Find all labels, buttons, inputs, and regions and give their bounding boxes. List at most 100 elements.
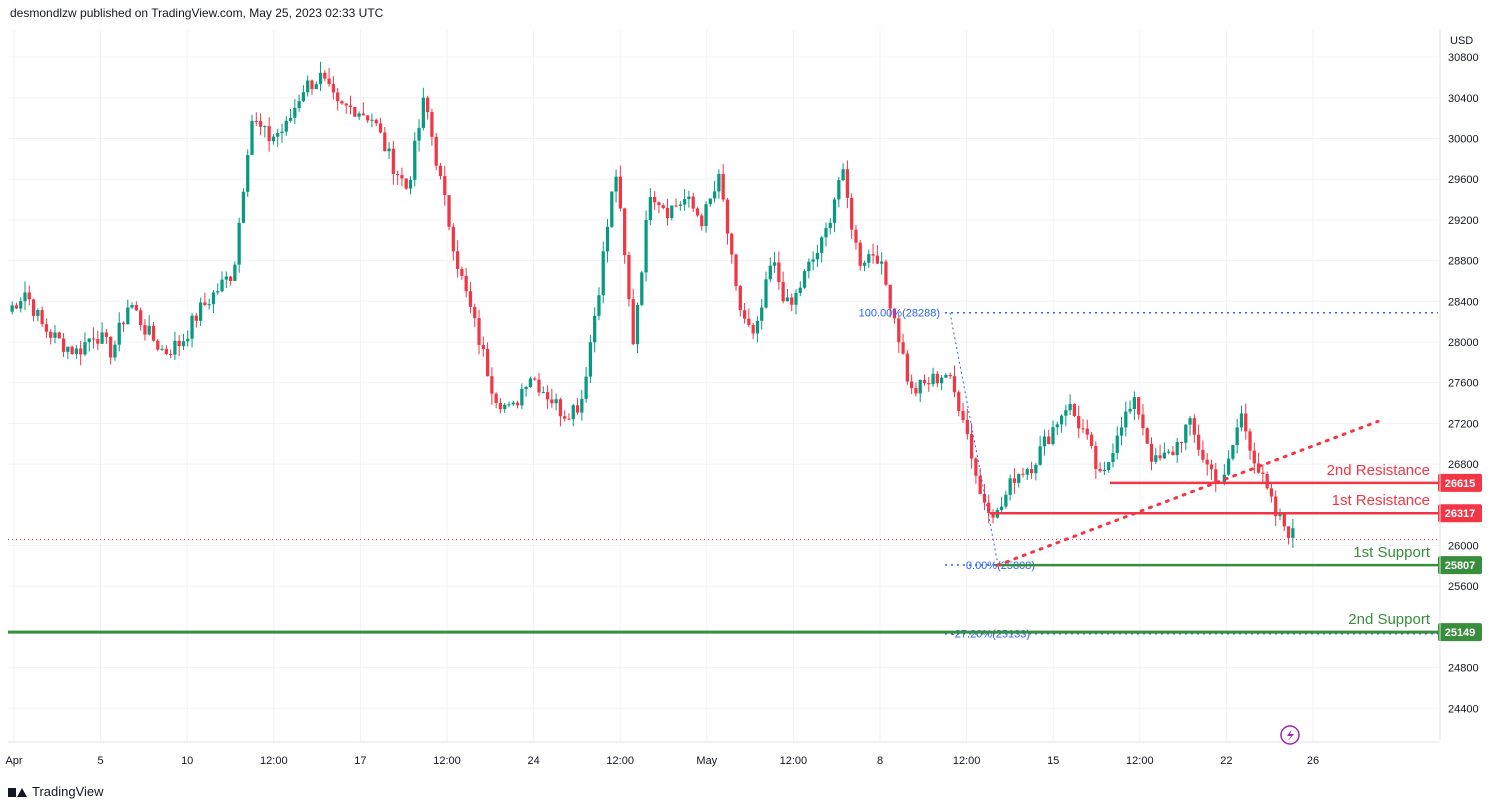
candle-body [571,405,575,420]
price-axis[interactable]: 24400 24800 25600 26000 26800 27200 27600 28000… [1439,30,1479,740]
candle-body [503,404,507,410]
candle-body [742,310,747,319]
candle-body [370,119,374,121]
candle-body [927,383,931,385]
candle-body [550,399,554,404]
candle-body [267,126,271,142]
candle-body [824,228,828,238]
candle-body [931,373,935,385]
candle-body [640,272,644,305]
price-tick-label: 30400 [1448,93,1479,105]
candle-body [1226,458,1231,475]
candle-body [44,324,49,332]
candle-body [511,402,515,405]
candle-body [1137,397,1141,415]
candle-body [391,148,395,174]
candle-body [1094,446,1098,469]
time-tick-label: 12:00 [606,755,634,767]
candle-body [597,295,601,316]
candle-body [1111,452,1115,463]
candle-body [160,348,164,350]
candle-body [143,325,147,335]
candle-body [61,338,66,352]
candle-body [361,113,366,116]
candle-body [353,106,357,117]
price-tag [1438,504,1482,523]
candle-body [820,237,824,253]
candle-body [1231,445,1235,459]
candle-body [563,416,567,419]
candle-body [1256,463,1261,473]
candle-body [837,180,841,200]
candle-body [1265,473,1269,489]
candle-body [798,287,802,293]
candle-body [965,419,969,435]
price-tag-label: 26317 [1445,508,1476,520]
candle-body [1098,468,1102,472]
candle-body [1081,428,1085,430]
candle-body [443,176,447,196]
price-tick-label: 30000 [1448,134,1479,146]
candle-body [168,353,173,355]
candle-body [366,115,370,121]
candle-body [1077,416,1081,429]
price-tag-label: 26615 [1445,478,1476,490]
candle-body [1128,409,1132,412]
candle-body [601,251,605,296]
candle-body [233,264,237,281]
candle-body [1012,478,1017,483]
candle-body [1119,427,1124,436]
candle-body [220,279,224,292]
bolt-icon[interactable] [1280,725,1300,745]
candle-body [173,340,177,355]
candle-body [884,261,888,285]
candle-body [340,101,344,104]
time-axis[interactable]: Apr 5 10 12:00 17 12:00 24 12:00 May 12:00 8 12:00 1… [5,741,1440,767]
candle-body [802,271,807,288]
candle-body [1184,424,1188,443]
candle-body [318,72,323,85]
grid [8,30,1440,742]
candle-body [1175,441,1179,456]
candle-body [1025,469,1029,475]
candle-body [1201,449,1205,460]
candle-body [417,127,421,141]
candle-body [336,92,340,102]
candle-body [1154,455,1158,462]
candle-body [708,198,712,205]
candle-body [293,108,297,118]
candle-body [515,402,520,406]
price-tag-label: 25149 [1445,627,1476,639]
price-tick-label: 27600 [1448,378,1479,390]
time-tick-label: 8 [877,755,883,767]
price-tick-label: 28800 [1448,256,1479,268]
candle-body [314,84,318,90]
candle-body [1145,428,1149,444]
candle-body [280,131,284,134]
candle-body [447,195,451,227]
candle-body [83,342,87,355]
candle-body [794,292,798,305]
candle-body [1107,462,1111,470]
candle-body [1047,436,1051,445]
candle-body [922,379,927,384]
time-tick-label: 15 [1047,755,1059,767]
currency-label: USD [1450,35,1473,47]
candle-body [1055,424,1059,428]
candle-body [250,120,254,155]
brand-name: TradingView [32,784,104,799]
price-tag-label: 25807 [1445,560,1476,572]
candle-body [1124,411,1128,428]
candle-body [828,222,832,229]
candle-body [203,302,207,305]
candle-body [207,304,211,306]
candle-body [533,378,537,380]
candle-body [348,105,353,107]
level-label: 1st Resistance [1332,492,1430,509]
candle-body [331,84,336,93]
candle-body [430,112,434,137]
candle-body [1034,464,1038,474]
overlays: 100.00%(28288)0.00%(25808)-27.20%(25133)… [8,308,1482,642]
candle-body [455,251,460,269]
